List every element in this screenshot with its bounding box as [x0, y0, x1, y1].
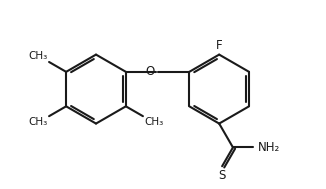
Text: CH₃: CH₃ — [29, 117, 48, 127]
Text: NH₂: NH₂ — [258, 141, 280, 154]
Text: O: O — [145, 65, 155, 78]
Text: CH₃: CH₃ — [144, 117, 163, 127]
Text: F: F — [216, 39, 222, 52]
Text: S: S — [218, 169, 226, 182]
Text: CH₃: CH₃ — [29, 51, 48, 61]
